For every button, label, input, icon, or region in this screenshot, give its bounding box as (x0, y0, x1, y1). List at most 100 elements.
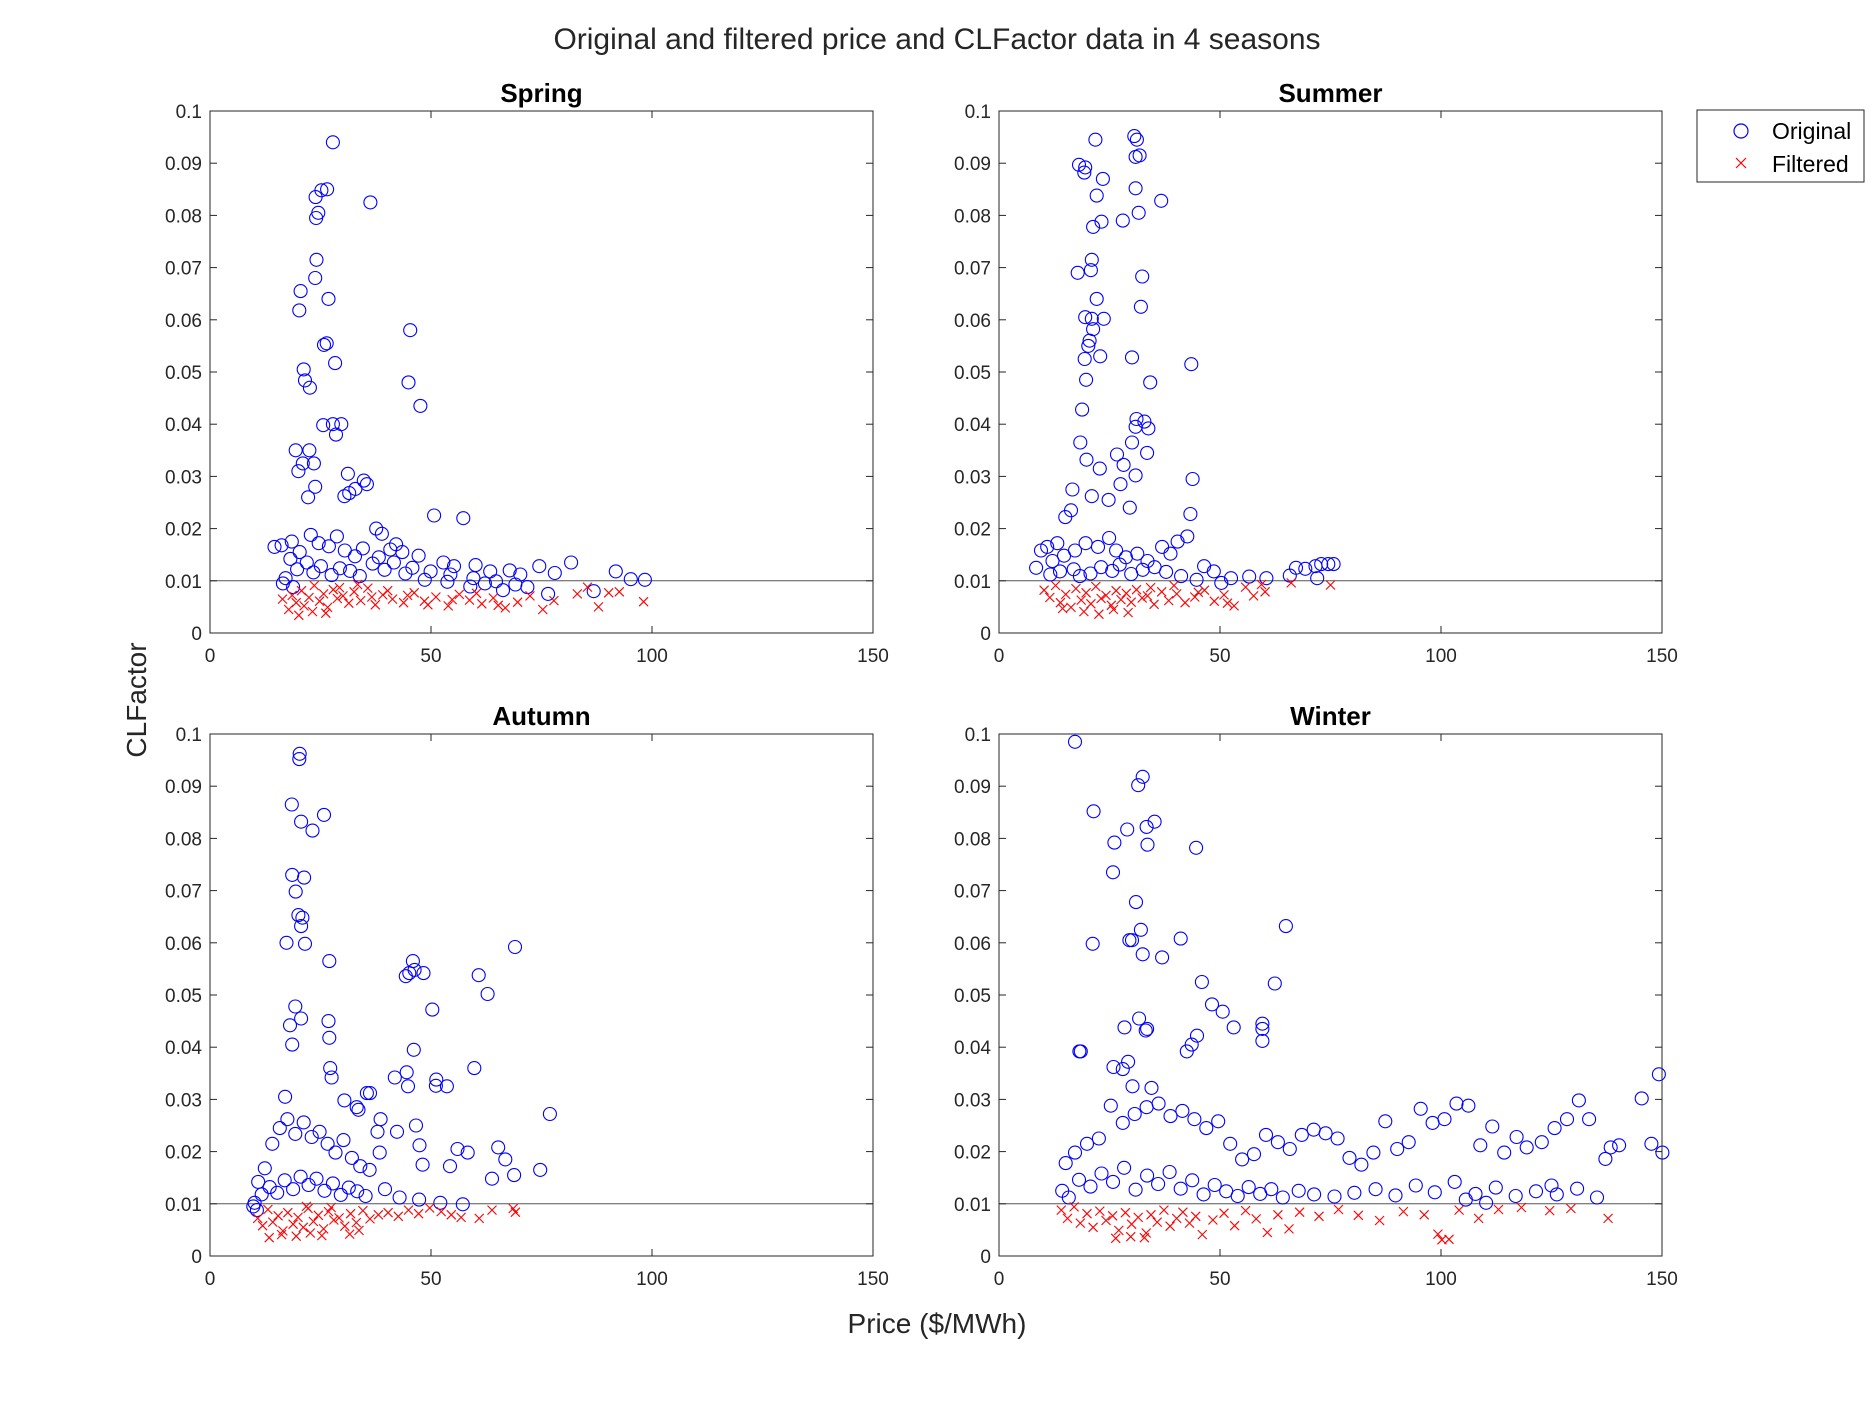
original-point (1327, 1189, 1342, 1204)
original-point (1086, 804, 1101, 819)
original-point (542, 1106, 557, 1122)
y-tick-label: 0.09 (954, 777, 991, 798)
original-point (1589, 1190, 1605, 1205)
original-point (1275, 1190, 1290, 1205)
original-point (332, 561, 347, 576)
original-point (1170, 534, 1185, 549)
y-tick-label: 0.04 (165, 415, 202, 436)
original-point (1140, 445, 1155, 460)
filtered-point (398, 597, 409, 608)
original-point (507, 939, 523, 955)
original-point (395, 545, 410, 560)
filtered-point (1240, 1205, 1251, 1216)
filtered-point (1120, 1207, 1131, 1218)
original-point (1115, 1062, 1130, 1077)
original-point (1162, 1164, 1177, 1180)
original-point (1052, 564, 1068, 579)
original-point (321, 1014, 336, 1029)
original-point (356, 473, 371, 488)
filtered-point (1062, 1213, 1073, 1224)
original-point (532, 559, 547, 574)
subplot-grid: Spring 0 50 100 150 0 0.01 0.02 0.03 0.04 0.05 0.06… (165, 78, 1678, 1290)
y-tick-label: 0.02 (954, 1143, 991, 1164)
original-point (1067, 543, 1083, 558)
original-point (1294, 1127, 1309, 1142)
original-point (1644, 1136, 1659, 1151)
filtered-point (362, 583, 373, 593)
original-point (1255, 1033, 1270, 1048)
original-point (1214, 575, 1229, 590)
original-point (1211, 1114, 1226, 1129)
original-point (353, 1159, 368, 1174)
x-tick-label: 0 (205, 646, 216, 667)
filtered-point (447, 594, 458, 605)
original-point (1106, 1059, 1121, 1075)
original-point (325, 1176, 340, 1191)
original-point (455, 1197, 470, 1212)
filtered-point (1060, 589, 1071, 600)
original-point (1449, 1096, 1464, 1111)
original-point (433, 1195, 448, 1210)
original-point (1582, 1112, 1597, 1127)
original-point (1129, 132, 1144, 147)
original-point (316, 418, 331, 433)
filtered-point (1454, 1205, 1464, 1215)
filtered-point (1325, 580, 1336, 590)
y-tick-label: 0.06 (954, 311, 991, 332)
original-point (342, 486, 357, 501)
original-point (1571, 1093, 1586, 1108)
y-tick-label: 0.1 (965, 102, 991, 123)
filtered-point (288, 1219, 298, 1230)
original-point (1326, 557, 1341, 572)
original-point (1534, 1135, 1549, 1150)
filtered-point (252, 1213, 263, 1224)
series-original (246, 746, 557, 1218)
original-point (547, 565, 562, 581)
original-point (249, 1203, 264, 1218)
original-point (1163, 1109, 1178, 1124)
filtered-point (1121, 588, 1132, 599)
original-point (321, 539, 336, 554)
original-point (282, 1018, 298, 1033)
original-point (387, 1070, 402, 1085)
original-point (1390, 1141, 1405, 1157)
original-point (369, 521, 384, 536)
y-tick-label: 0.09 (165, 777, 202, 798)
original-point (1187, 1112, 1202, 1127)
filtered-point (308, 1216, 319, 1227)
filtered-point (1398, 1206, 1409, 1217)
filtered-point (1110, 1233, 1121, 1244)
original-point (1067, 1145, 1083, 1160)
original-point (1115, 1115, 1130, 1130)
original-point (1347, 1185, 1362, 1200)
original-point (1113, 477, 1128, 492)
filtered-point (301, 1201, 312, 1212)
shared-y-axis-label: CLFactor (121, 642, 152, 757)
filtered-point (383, 1207, 393, 1218)
original-point (1547, 1121, 1562, 1136)
original-point (436, 555, 451, 570)
original-point (586, 584, 601, 599)
original-point (1089, 188, 1104, 203)
filtered-point (1165, 1221, 1175, 1232)
original-point (362, 1162, 377, 1177)
original-point (1139, 1100, 1154, 1115)
filtered-point (1189, 592, 1200, 602)
original-point (442, 1159, 458, 1174)
original-point (292, 545, 307, 560)
y-tick-label: 0.08 (165, 206, 202, 227)
original-point (1215, 1004, 1230, 1019)
original-point (371, 550, 386, 565)
subplot-spring: Spring 0 50 100 150 0 0.01 0.02 0.03 0.04 0.05 0.06… (165, 78, 889, 667)
original-point (392, 1190, 407, 1205)
filtered-point (291, 597, 302, 608)
filtered-point (293, 610, 304, 621)
original-point (1342, 1150, 1357, 1165)
original-point (1102, 530, 1117, 546)
original-point (564, 555, 579, 570)
x-tick-label: 150 (857, 646, 889, 667)
original-point (412, 1192, 427, 1207)
original-point (1194, 974, 1209, 990)
original-point (1122, 500, 1137, 515)
original-point (446, 559, 462, 574)
